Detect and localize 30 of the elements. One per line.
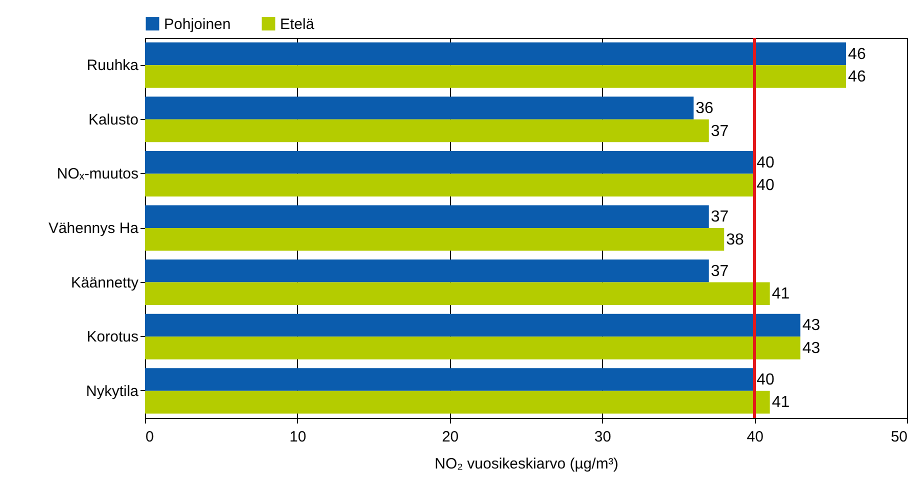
data-label: 40 — [756, 371, 774, 388]
data-label: 43 — [802, 340, 820, 357]
data-label: 37 — [710, 208, 729, 226]
data-label: 46 — [848, 46, 866, 63]
data-label: 41 — [772, 394, 790, 412]
x-tick-label: 50 — [890, 428, 908, 446]
y-tick-label: Korotus — [86, 328, 138, 346]
data-label: 37 — [710, 122, 729, 140]
y-tick-label: NOₓ-muutos — [56, 166, 138, 183]
y-tick-label: Nykytila — [86, 382, 140, 400]
data-label: 46 — [848, 68, 866, 86]
data-label: 40 — [756, 177, 774, 194]
y-tick-label: Käännetty — [70, 274, 139, 292]
y-tick-label: Vähennys Ha — [48, 220, 140, 237]
x-axis-title: NO₂ vuosikeskiarvo (µg/m³) — [434, 456, 618, 472]
data-label: 38 — [726, 231, 744, 248]
legend-label: Etelä — [280, 16, 315, 33]
legend-label: Pohjoinen — [164, 16, 231, 33]
data-label: 43 — [802, 317, 820, 334]
data-label: 37 — [710, 262, 729, 280]
y-tick-label: Ruuhka — [86, 57, 140, 74]
data-label: 41 — [772, 286, 790, 303]
y-tick-label: Kalusto — [88, 111, 138, 128]
x-tick-label: 30 — [594, 428, 612, 446]
data-label: 36 — [696, 100, 714, 118]
data-label: 40 — [756, 154, 774, 172]
x-tick-label: 20 — [442, 428, 459, 446]
x-tick-label: 40 — [746, 428, 764, 446]
x-tick-label: 0 — [146, 428, 154, 446]
x-tick-label: 10 — [290, 428, 306, 446]
